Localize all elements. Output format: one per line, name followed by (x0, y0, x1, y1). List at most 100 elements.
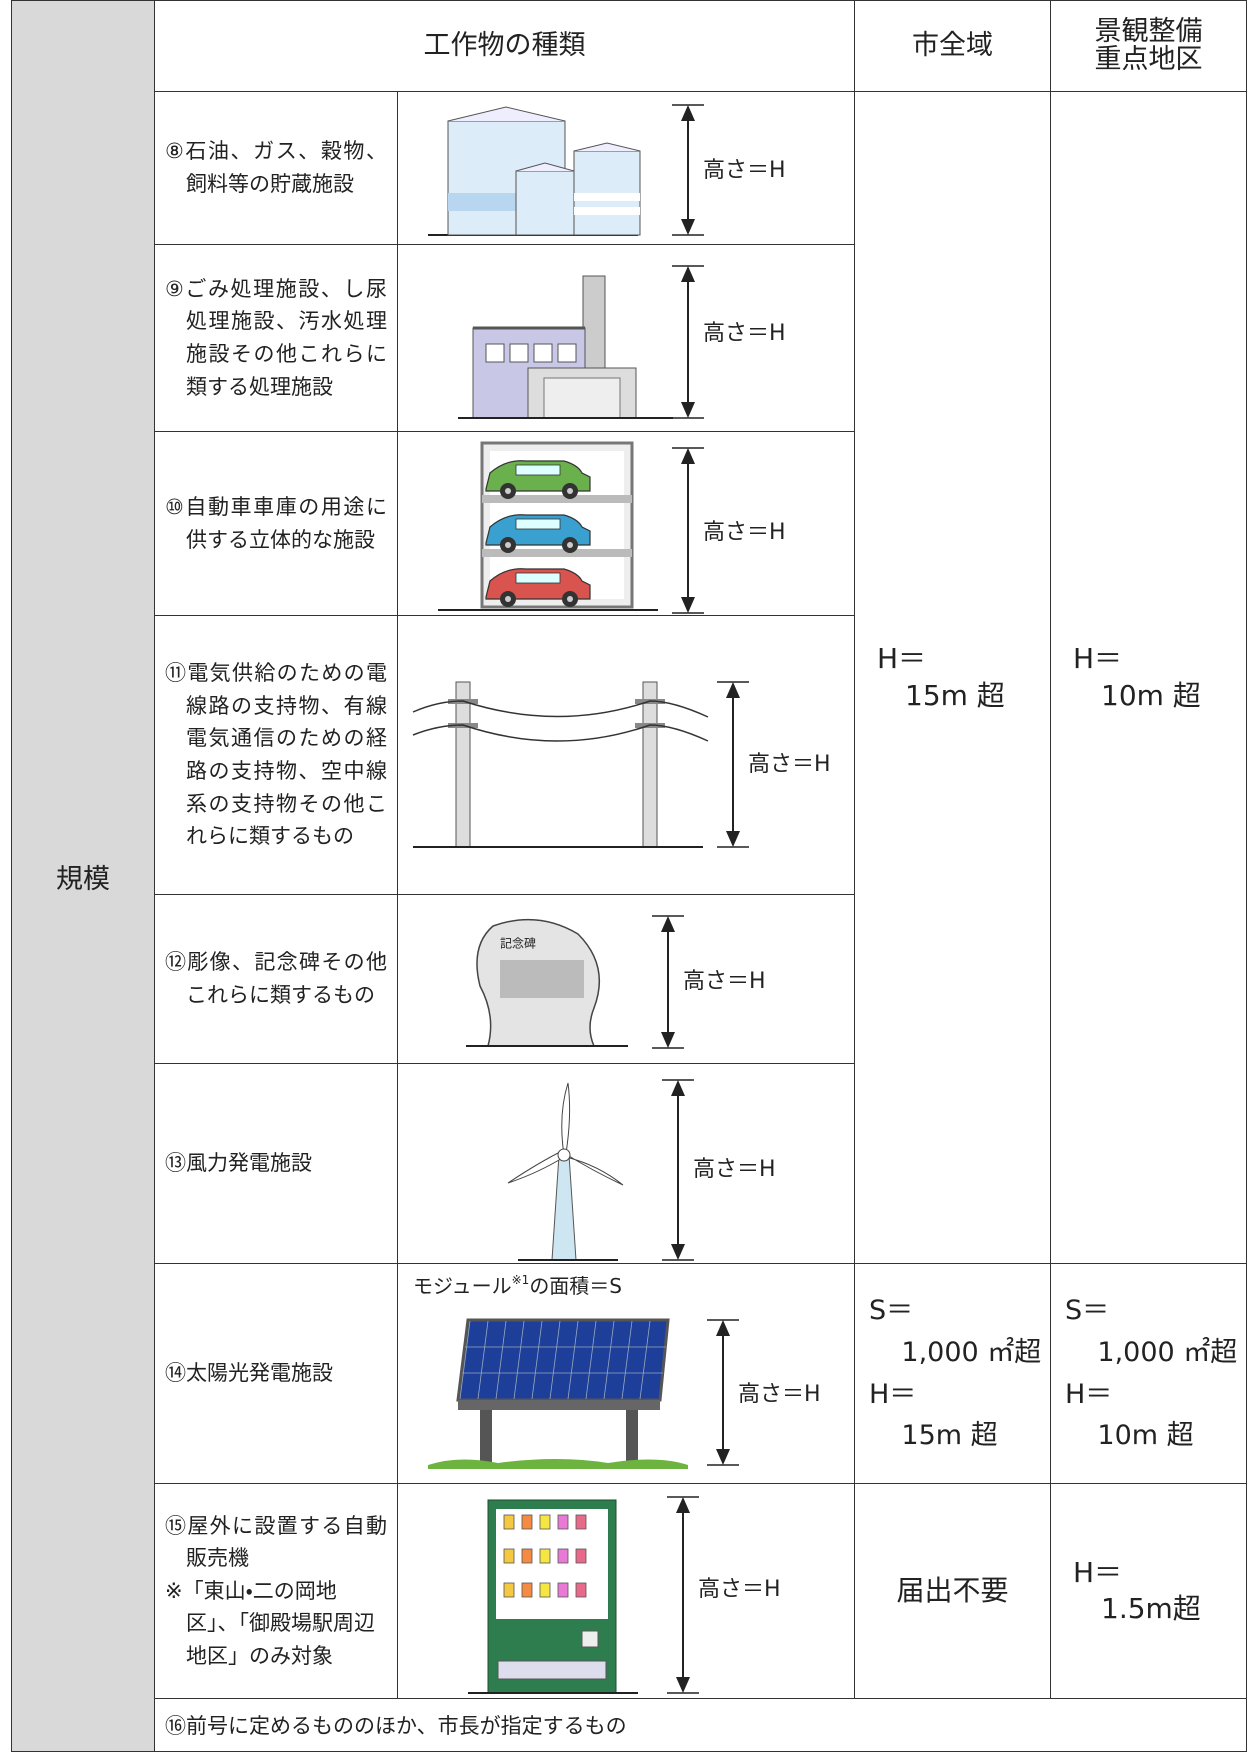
illustration-part (412, 699, 709, 718)
illustration-part (582, 275, 606, 371)
district-value: H＝ 10m 超 (1050, 91, 1247, 1264)
illustration-part (485, 343, 505, 362)
illustration-part (575, 1548, 587, 1563)
item-name: ⑭太陽光発電施設 (165, 1361, 333, 1386)
illustration-part (505, 595, 511, 602)
illustration-part (412, 723, 709, 742)
illustration-part (485, 459, 591, 492)
illustration-part (515, 161, 575, 171)
illustration-part (521, 1582, 533, 1597)
district-value: S＝ 1,000 ㎡超 H＝ 10m 超 (1050, 1263, 1247, 1484)
item-name-cell: ⑧石油、ガス、穀物、飼料等の貯蔵施設 (154, 91, 398, 245)
item-row: ⑧石油、ガス、穀物、飼料等の貯蔵施設 高さ＝H H＝ 15m 超 H＝ 10m 超 (12, 91, 1247, 1264)
illustration-part (551, 1154, 577, 1260)
illustration: 高さ＝H (507, 1078, 776, 1261)
caption-part: モジュール (413, 1273, 512, 1297)
height-label: 高さ＝H (748, 752, 831, 777)
illustration: 高さ＝H (412, 680, 831, 848)
value-line: S＝ (869, 1294, 914, 1326)
illustration-part (676, 1676, 690, 1693)
illustration-part (661, 915, 675, 932)
column-header: 工作物の種類 (154, 0, 855, 92)
illustration-part (485, 459, 591, 607)
illustration-cell: 記念碑高さ＝H (397, 894, 855, 1064)
value-line: H＝ (1073, 642, 1123, 676)
illustration-part (519, 1598, 535, 1603)
illustration-part (515, 464, 561, 475)
item-row: ⑭太陽光発電施設 高さ＝H モジュール※1の面積＝S S＝ 1,000 ㎡超 H＝ 15m … (12, 1263, 1247, 1484)
illustration-part (681, 104, 695, 121)
value-line: H＝ (1065, 1378, 1113, 1410)
item-name-cell: ⑩自動車車庫の用途に供する立体的な施設 (154, 431, 398, 616)
illustration-part (495, 1320, 507, 1399)
figure (428, 1318, 739, 1469)
illustration: 高さ＝H モジュール※1の面積＝S (413, 1272, 821, 1469)
illustration-part (519, 1530, 535, 1535)
item-name-cell: ⑪電気供給のための電線路の支持物、有線電気通信のための経路の支持物、空中線系の支… (154, 615, 398, 895)
illustration-part (573, 141, 641, 151)
value-line: 1,000 ㎡超 (901, 1336, 1042, 1368)
illustration-part (480, 441, 634, 608)
item-name: ⑨ごみ処理施設、し尿処理施設、汚水処理施設その他これらに類する処理施設 (165, 276, 387, 399)
illustration-part (537, 1564, 553, 1569)
item-row: ⑪電気供給のための電線路の支持物、有線電気通信のための経路の支持物、空中線系の支… (12, 615, 1247, 895)
item-name-cell: ⑬風力発電施設 (154, 1063, 398, 1264)
city-value: H＝ 15m 超 (854, 91, 1051, 1264)
illustration-part (557, 1514, 569, 1529)
illustration-cell: 高さ＝H (397, 244, 855, 432)
illustration-part (642, 681, 658, 847)
illustration-part (480, 1409, 492, 1465)
illustration: 高さ＝H (468, 1495, 781, 1694)
height-label: 高さ＝H (683, 969, 766, 994)
illustration-part (603, 1320, 615, 1399)
illustration-part (531, 1320, 543, 1399)
illustration-part (567, 487, 573, 494)
illustration-part (501, 1598, 517, 1603)
figure (438, 441, 704, 614)
illustration-part (515, 518, 561, 529)
height-label: 高さ＝H (703, 158, 786, 183)
value-line: 10m 超 (1101, 678, 1201, 712)
district-value: H＝ 1.5m超 (1050, 1483, 1247, 1699)
figure-caption: モジュール※1の面積＝S (413, 1272, 622, 1297)
illustration-part (513, 1320, 525, 1399)
illustration-part (503, 1582, 515, 1597)
item-name-cell: ⑨ごみ処理施設、し尿処理施設、汚水処理施設その他これらに類する処理施設 (154, 244, 398, 432)
illustration-cell: 高さ＝H (397, 1483, 855, 1699)
value-line: 1,000 ㎡超 (1097, 1336, 1238, 1368)
item-name: ⑩自動車車庫の用途に供する立体的な施設 (165, 494, 387, 552)
illustration-part (681, 218, 695, 235)
illustration-part (555, 1564, 571, 1569)
height-label: 高さ＝H (693, 1157, 776, 1182)
height-label: 高さ＝H (703, 321, 786, 346)
illustration-part (543, 377, 621, 418)
illustration-part (515, 170, 575, 235)
illustration-part (482, 494, 632, 503)
city-value: S＝ 1,000 ㎡超 H＝ 15m 超 (854, 1263, 1051, 1484)
illustration-cell: 高さ＝H モジュール※1の面積＝S (397, 1263, 855, 1484)
item-name: ⑧石油、ガス、穀物、飼料等の貯蔵施設 (165, 139, 387, 196)
value-line: S＝ (1065, 1294, 1110, 1326)
illustration-part (574, 206, 640, 215)
illustration-part (497, 1660, 607, 1679)
height-label: 高さ＝H (703, 520, 786, 545)
illustration-part (555, 1530, 571, 1535)
illustration-part: 記念碑 (500, 935, 536, 950)
illustration-part (626, 1409, 638, 1465)
figure (428, 103, 704, 236)
figure (412, 680, 749, 848)
figure: 記念碑 (466, 914, 684, 1049)
illustration-part (519, 1564, 535, 1569)
illustration-part (509, 343, 529, 362)
column-header: 景観整備 重点地区 (1050, 0, 1247, 92)
value-line: H＝ (869, 1378, 917, 1410)
illustration-part (539, 1582, 551, 1597)
value-line: H＝ (877, 642, 927, 676)
scale-table: 規模 工作物の種類 市全域 景観整備 重点地区 ⑧石油、ガス、穀物、飼料等の貯蔵施設 高さ＝… (11, 0, 1247, 1752)
illustration-part (501, 1530, 517, 1535)
illustration-part (671, 1243, 685, 1260)
illustration-cell: 高さ＝H (397, 91, 855, 245)
illustration-part (455, 681, 471, 847)
illustration-part (562, 1151, 624, 1185)
item-name-cell: ⑫彫像、記念碑その他これらに類するもの (154, 894, 398, 1064)
